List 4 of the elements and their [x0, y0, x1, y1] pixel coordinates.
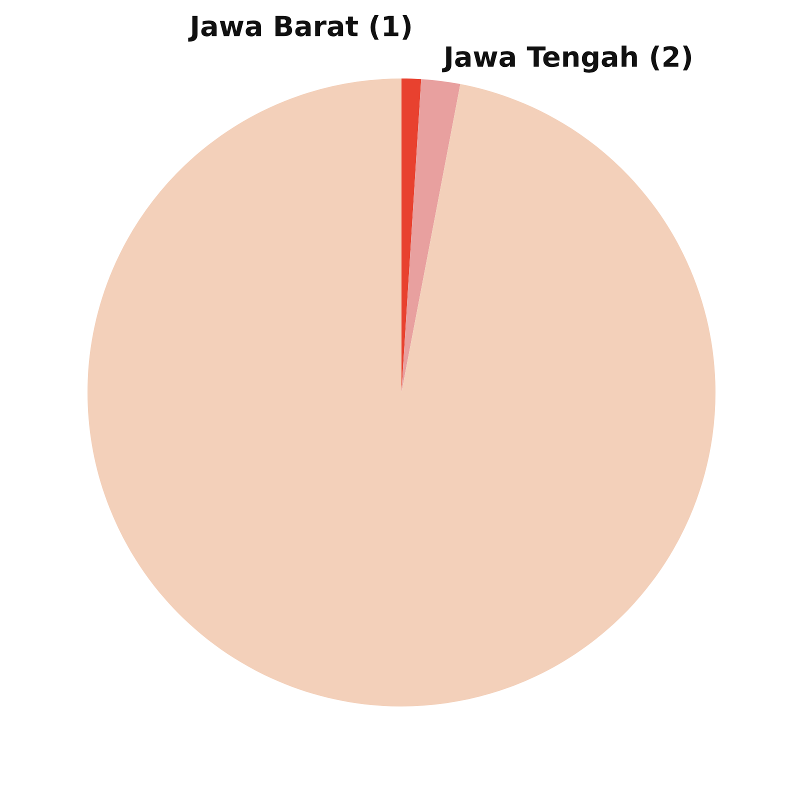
slice-label: Jawa Barat (1): [188, 15, 411, 42]
pie-slice: [402, 79, 460, 392]
slice-label: Jawa Tengah (2): [442, 46, 692, 73]
pie-slice: [88, 78, 716, 706]
